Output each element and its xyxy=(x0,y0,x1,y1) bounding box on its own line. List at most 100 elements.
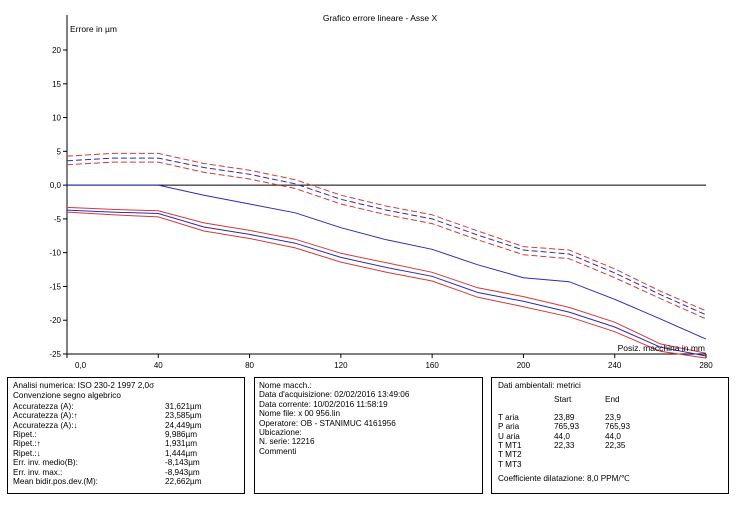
y-tick-label: 20 xyxy=(52,46,61,55)
series-line-4 xyxy=(66,152,707,312)
analysis-label: Mean bidir.pos.dev.(M): xyxy=(13,477,98,487)
env-label: U aria xyxy=(498,431,520,441)
x-tick-label: 120 xyxy=(334,361,348,370)
analysis-row: Accuratezza (A):↑ 23,585µm xyxy=(13,411,239,420)
env-start xyxy=(554,460,605,469)
analysis-value: -8,143µm xyxy=(165,458,200,468)
analysis-row: Ripet.: 9,986µm xyxy=(13,430,239,439)
sign-convention: Convenzione segno algebrico xyxy=(13,391,121,401)
series-line-1 xyxy=(67,184,707,340)
environment-row: P aria 765,93 765,93 xyxy=(498,422,722,431)
analysis-value: 9,986µm xyxy=(165,430,198,440)
series-line-2 xyxy=(66,157,707,316)
analysis-row: Err. inv. max.: -8,943µm xyxy=(13,468,239,477)
env-label: P aria xyxy=(498,422,520,432)
analysis-rows: Accuratezza (A): 31,621µm Accuratezza (A)… xyxy=(13,402,239,487)
analysis-label: Accuratezza (A): xyxy=(13,401,74,411)
operator: Operatore: OB - STANIMUC 4161956 xyxy=(259,418,396,428)
analysis-value: 31,621µm xyxy=(165,401,202,411)
env-start: 44,0 xyxy=(554,431,570,441)
environment-row: T MT1 22,33 22,35 xyxy=(498,441,722,450)
x-tick-label: 160 xyxy=(425,361,439,370)
env-start: 765,93 xyxy=(554,422,580,432)
y-tick-label: 15 xyxy=(52,80,61,89)
env-start xyxy=(554,450,605,459)
analysis-value: 1,931µm xyxy=(165,439,198,449)
x-tick-label: 200 xyxy=(517,361,531,370)
comments: Commenti xyxy=(259,446,297,456)
analysis-value: -8,943µm xyxy=(165,467,200,477)
env-label: T MT1 xyxy=(498,441,522,451)
x-tick-label: 80 xyxy=(245,361,254,370)
linear-error-chart: Grafico errore lineare - Asse X Errore i… xyxy=(49,13,713,370)
y-tick-label: -5 xyxy=(54,215,62,224)
x-tick-label: 280 xyxy=(699,361,713,370)
analysis-row: Err. inv. medio(B): -8,143µm xyxy=(13,458,239,467)
analysis-row: Accuratezza (A): 31,621µm xyxy=(13,402,239,411)
analysis-row: Ripet.:↑ 1,931µm xyxy=(13,439,239,448)
y-tick-label: -15 xyxy=(49,282,61,291)
env-label: T MT3 xyxy=(498,459,522,469)
dilatation-coefficient: Coefficiente dilatazione: 8,0 PPM/℃ xyxy=(498,473,630,483)
analysis-value: 24,449µm xyxy=(165,420,202,430)
environment-header: Dati ambientali: metrici xyxy=(498,381,581,390)
analysis-label: Err. inv. max.: xyxy=(13,467,63,477)
numerical-analysis-panel: Analisi numerica: ISO 230-2 1997 2,0σ Co… xyxy=(7,377,245,494)
file-name: Nome file: x 00 956.lin xyxy=(259,409,341,419)
analysis-label: Ripet.:↓ xyxy=(13,448,41,458)
column-start: Start xyxy=(554,395,572,405)
env-start: 22,33 xyxy=(554,441,575,451)
y-tick-label: 5 xyxy=(57,147,62,156)
axes: 20 15 10 5 0,0 -5 -10 -15 -20 -25 0,0 40 80 120 160 200… xyxy=(49,15,713,370)
analysis-row: Accuratezza (A):↓ 24,449µm xyxy=(13,421,239,430)
analysis-row: Ripet.:↓ 1,444µm xyxy=(13,449,239,458)
analysis-value: 1,444µm xyxy=(165,448,198,458)
analysis-label: Ripet.: xyxy=(13,430,37,440)
env-end: 765,93 xyxy=(605,422,631,432)
analysis-label: Err. inv. medio(B): xyxy=(13,458,78,468)
environment-rows: T aria 23,89 23,9 P aria 765,93 765,93 U ari… xyxy=(498,413,722,469)
env-end xyxy=(605,460,665,469)
env-label: T MT2 xyxy=(498,450,522,460)
analysis-row: Mean bidir.pos.dev.(M): 22,662µm xyxy=(13,477,239,486)
env-start: 23,89 xyxy=(554,412,575,422)
env-label: T aria xyxy=(498,412,519,422)
machine-name: Nome macch.: xyxy=(259,381,312,390)
current-date: Data corrente: 10/02/2016 11:58:19 xyxy=(259,399,388,409)
environment-panel: Dati ambientali: metrici Start End T ari… xyxy=(491,377,729,494)
x-tick-label: 240 xyxy=(608,361,622,370)
series-line-7 xyxy=(66,211,707,359)
series-line-6 xyxy=(66,206,707,354)
environment-row: T MT3 xyxy=(498,460,722,469)
x-axis-label: Posiz. macchina in mm xyxy=(618,343,705,353)
analysis-value: 22,662µm xyxy=(165,477,202,487)
env-end: 44,0 xyxy=(605,431,621,441)
y-tick-label: -10 xyxy=(49,249,61,258)
analysis-label: Ripet.:↑ xyxy=(13,439,41,449)
serial-number: N. serie: 12216 xyxy=(259,437,315,447)
environment-column-headers: Start End xyxy=(554,395,722,404)
acquisition-date: Data d'acquisizione: 02/02/2016 13:49:06 xyxy=(259,390,410,400)
location: Ubicazione: xyxy=(259,428,302,438)
y-tick-label: -20 xyxy=(49,316,61,325)
analysis-label: Accuratezza (A):↑ xyxy=(13,411,78,421)
column-end: End xyxy=(605,395,620,405)
environment-row: T aria 23,89 23,9 xyxy=(498,413,722,422)
env-end: 23,9 xyxy=(605,412,621,422)
series-layer xyxy=(66,152,707,359)
x-tick-label: 40 xyxy=(154,361,163,370)
env-end xyxy=(605,450,665,459)
y-tick-label: -25 xyxy=(49,350,61,359)
series-line-3 xyxy=(66,209,707,357)
analysis-standard: Analisi numerica: ISO 230-2 1997 2,0σ xyxy=(13,381,155,390)
environment-row: T MT2 xyxy=(498,450,722,459)
env-end: 22,35 xyxy=(605,441,626,451)
x-tick-label: 0,0 xyxy=(75,361,87,370)
analysis-label: Accuratezza (A):↓ xyxy=(13,420,78,430)
series-line-5 xyxy=(66,161,707,320)
environment-row: U aria 44,0 44,0 xyxy=(498,432,722,441)
acquisition-info-panel: Nome macch.: Data d'acquisizione: 02/02/… xyxy=(254,377,483,494)
chart-title: Grafico errore lineare - Asse X xyxy=(323,13,438,23)
y-tick-label: 0,0 xyxy=(50,181,62,190)
analysis-value: 23,585µm xyxy=(165,411,202,421)
